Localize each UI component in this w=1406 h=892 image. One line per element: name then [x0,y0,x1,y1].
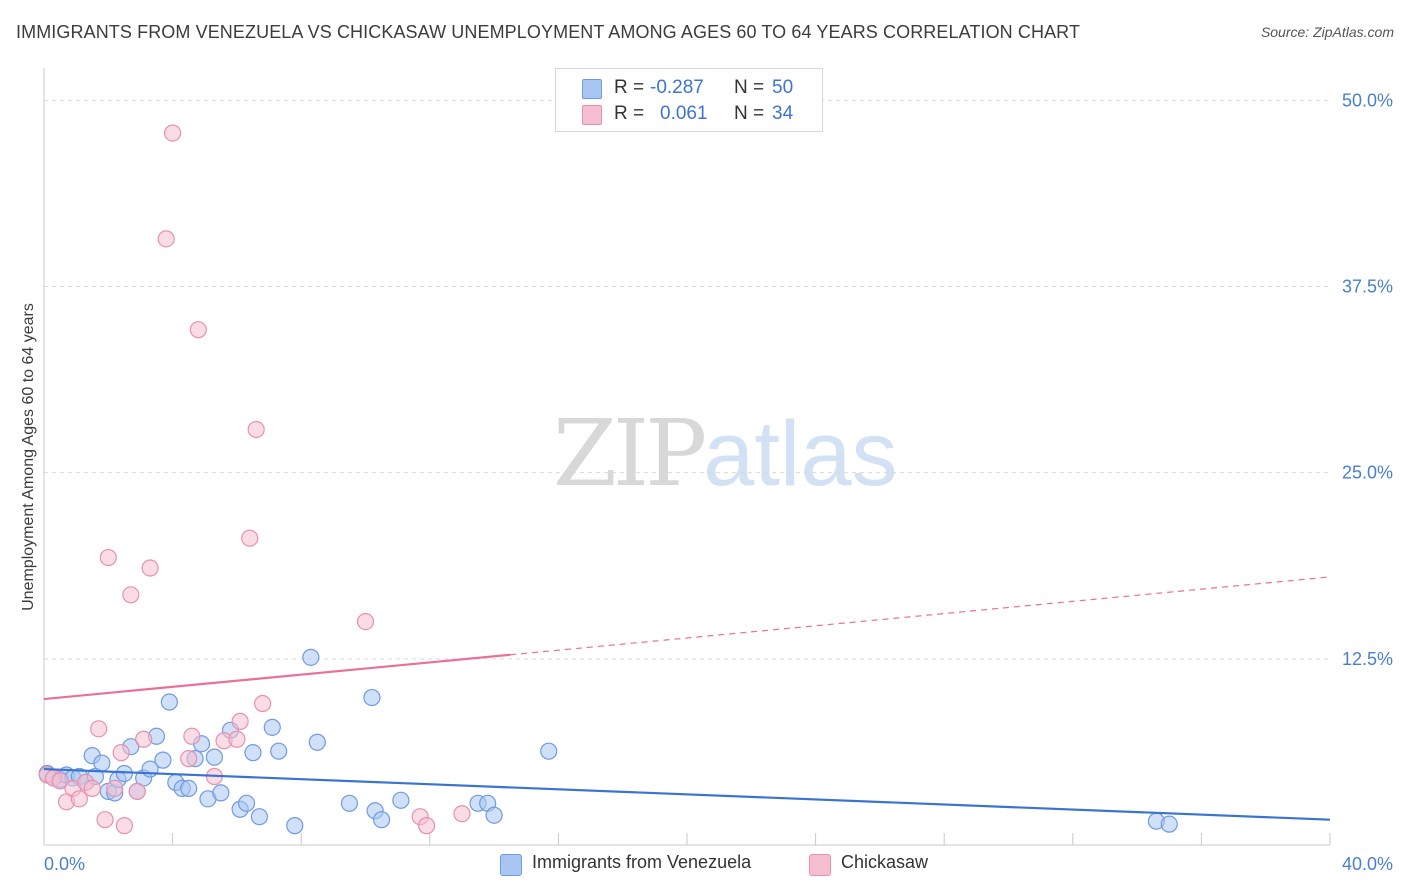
venezuela-point [93,754,111,772]
chickasaw-point [189,321,207,339]
legend-r-value: -0.287 [650,77,704,98]
chart-title: IMMIGRANTS FROM VENEZUELA VS CHICKASAW U… [16,22,1081,42]
chickasaw-point [157,230,175,248]
chickasaw-point [128,782,146,800]
chickasaw-point [122,586,140,604]
chickasaw-point [453,805,471,823]
legend-n-label: N = [734,103,765,124]
chickasaw-trend-line-extension [510,576,1331,656]
chickasaw-point [356,613,375,631]
source-credit: Source: ZipAtlas.com [1260,24,1394,40]
venezuela-point [154,751,172,769]
venezuela-point [363,688,381,707]
chickasaw-point [90,720,108,738]
x-tick-label: 0.0% [44,854,85,874]
venezuela-point [263,718,281,736]
venezuela-point [212,784,230,802]
venezuela-point [540,742,558,760]
chickasaw-point [141,559,159,577]
venezuela-point [205,748,223,766]
chickasaw-point [241,529,259,547]
chickasaw-point [115,817,133,835]
venezuela-point [244,744,262,762]
chickasaw-point [228,730,246,748]
legend-r-value: 0.061 [660,103,708,124]
legend-r-label: R = [614,77,645,98]
x-tick-label: 40.0% [1342,854,1393,874]
chickasaw-point [83,779,101,798]
y-tick-label: 37.5% [1342,277,1393,297]
venezuela-point [250,808,269,826]
venezuela-point [302,648,320,666]
chickasaw-point [96,811,114,829]
venezuela-point [286,817,304,835]
legend-swatch-chickasaw [582,105,602,125]
chickasaw-point [164,124,182,142]
chickasaw-point [231,712,249,730]
chickasaw-point [135,730,153,748]
venezuela-point [372,811,391,829]
y-tick-label: 50.0% [1342,90,1393,110]
venezuela-point [485,806,503,824]
legend-label-venezuela: Immigrants from Venezuela [532,852,752,872]
chickasaw-point [99,548,117,567]
chickasaw-point [254,694,272,713]
legend-swatch-venezuela [582,79,602,99]
chickasaw-point [180,750,198,768]
watermark-zip: ZIP [553,400,707,507]
legend-label-chickasaw: Chickasaw [841,852,929,872]
series-legend: Immigrants from Venezuela Chickasaw [0,850,1406,878]
chickasaw-point [183,727,201,745]
y-tick-label: 25.0% [1342,463,1393,483]
venezuela-point [237,794,256,812]
zipatlas-watermark: ZIPatlas [553,400,898,507]
venezuela-point [340,794,359,812]
venezuela-point [180,779,198,798]
chickasaw-point [417,817,436,835]
chickasaw-point [247,420,265,439]
legend-n-value: 34 [772,103,794,124]
legend-n-label: N = [734,77,765,98]
venezuela-trend-line [43,767,1331,821]
chickasaw-point [51,772,69,790]
chickasaw-trend-line [43,653,511,701]
legend-r-label: R = [614,103,645,124]
watermark-atlas: atlas [703,403,898,505]
correlation-legend: R = -0.287 N = 50 R = 0.061 N = 34 [555,68,823,132]
venezuela-point [1160,815,1178,833]
venezuela-point [160,693,178,711]
venezuela-point [308,733,326,751]
legend-swatch-venezuela [500,854,522,876]
chickasaw-point [106,779,124,798]
y-tick-label: 12.5% [1342,649,1393,669]
chickasaw-point [70,790,88,808]
venezuela-point [392,791,410,809]
chickasaw-point [112,744,130,762]
venezuela-point [270,742,288,760]
legend-n-value: 50 [772,77,794,98]
legend-swatch-chickasaw [809,854,831,876]
